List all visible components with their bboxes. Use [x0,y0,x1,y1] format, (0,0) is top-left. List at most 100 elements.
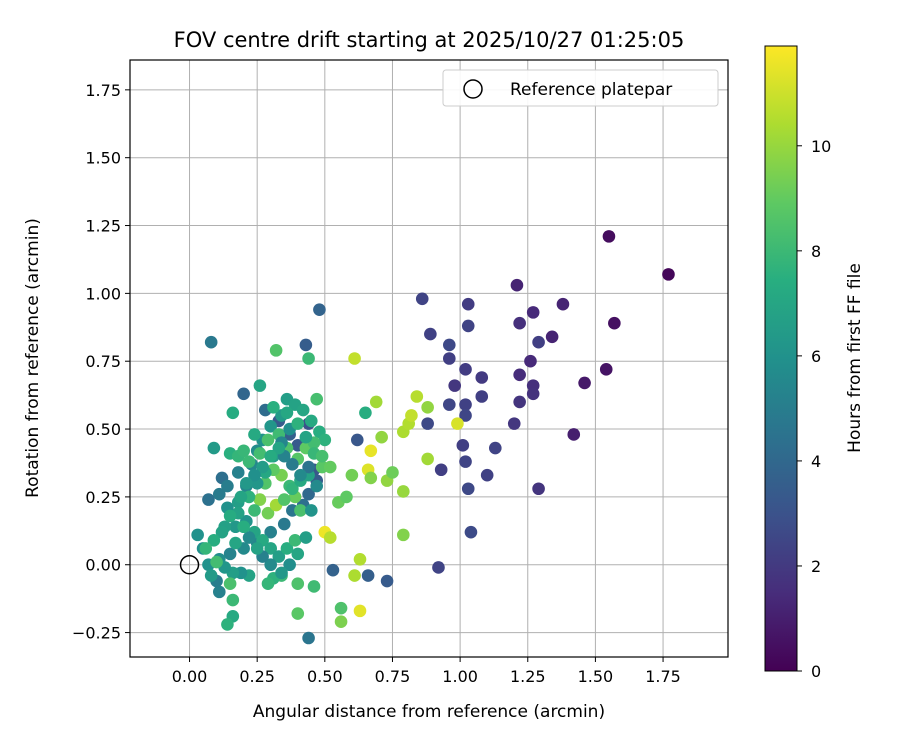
scatter-point [294,468,307,482]
scatter-point [442,352,456,365]
scatter-point [513,316,526,330]
scatter-point [302,487,315,501]
scatter-point [396,528,410,542]
scatter-point [513,395,526,409]
scatter-point [221,479,234,493]
scatter-point [207,441,221,455]
scatter-point [221,618,234,631]
x-tick-label: 0.00 [172,667,208,686]
scatter-point [199,542,213,555]
scatter-point [567,428,581,441]
scatter-point [296,403,310,417]
x-tick-label: 1.00 [442,667,478,686]
scatter-point [288,534,302,547]
y-tick-label: 0.25 [85,488,121,507]
scatter-point [461,319,475,333]
plot-frame [129,59,729,658]
scatter-point [280,542,294,555]
y-tick-label: 1.50 [85,149,121,168]
scatter-point [459,363,472,376]
scatter-point [318,433,332,447]
scatter-point [275,566,288,580]
scatter-point [421,452,434,466]
scatter-point [340,490,353,504]
scatter-point [475,390,489,403]
scatter-point [415,292,429,306]
scatter-point [353,553,367,566]
scatter-point [532,482,545,496]
scatter-point [253,379,267,392]
x-axis-label: Angular distance from reference (arcmin) [253,702,605,722]
scatter-point [291,607,305,620]
scatter-point [323,531,337,544]
scatter-point [507,417,521,430]
scatter-point [353,604,367,618]
scatter-point [231,466,245,479]
scatter-point [364,444,378,458]
scatter-point [345,468,359,482]
scatter-point [269,344,283,357]
scatter-point [294,504,307,517]
legend-marker-icon [463,79,483,99]
scatter-point [304,504,318,517]
scatter-point [442,398,456,411]
scatter-point [302,352,315,365]
scatter-point [556,297,570,311]
scatter-point [599,363,613,376]
scatter-point [210,555,223,569]
scatter-point [386,466,399,479]
x-tick-label: 1.25 [510,667,546,686]
scatter-point [277,493,291,506]
scatter-point [361,569,375,582]
scatter-point [223,547,237,561]
scatter-point [204,569,218,582]
colorbar-tick-label: 2 [811,557,821,576]
data-points [191,230,675,645]
scatter-point [405,409,418,422]
scatter-point [526,306,540,319]
scatter-point [291,577,305,591]
y-tick-label: 0.00 [85,556,121,575]
legend-label: Reference platepar [510,80,672,100]
scatter-point [348,569,361,582]
scatter-point [313,303,326,316]
scatter-point [234,490,248,504]
y-axis-label: Rotation from reference (arcmin) [23,218,43,498]
scatter-point [286,458,299,471]
scatter-point [264,558,278,572]
y-tick-label: 0.75 [85,352,121,371]
colorbar-tick-label: 4 [811,452,821,471]
scatter-point [359,406,372,420]
scatter-point [545,330,559,344]
colorbar [764,45,798,672]
scatter-point [264,525,278,539]
scatter-point [212,487,226,501]
scatter-point [253,447,267,460]
scatter-point [350,433,364,447]
y-tick-label: 1.00 [85,284,121,303]
colorbar-tick-label: 10 [811,137,831,156]
scatter-point [410,390,424,403]
colorbar-tick-label: 8 [811,242,821,261]
scatter-point [248,468,261,482]
scatter-point [212,585,226,599]
scatter-point [299,430,313,444]
x-axis-ticks: 0.00 0.25 0.50 0.75 1.00 1.25 1.50 1.75 [172,657,681,686]
scatter-point [302,631,315,645]
scatter-point [280,406,294,420]
scatter-point [526,387,540,401]
legend: Reference platepar [442,69,719,107]
scatter-point [459,409,472,422]
scatter-point [291,417,305,430]
reference-platepar-marker [179,554,200,575]
scatter-point [207,534,221,547]
scatter-point [261,433,275,447]
scatter-point [451,417,464,430]
scatter-point [475,371,489,384]
scatter-point [248,428,261,441]
scatter-point [223,577,237,591]
scatter-point [261,506,275,520]
scatter-point [250,542,264,555]
scatter-point [272,550,286,563]
